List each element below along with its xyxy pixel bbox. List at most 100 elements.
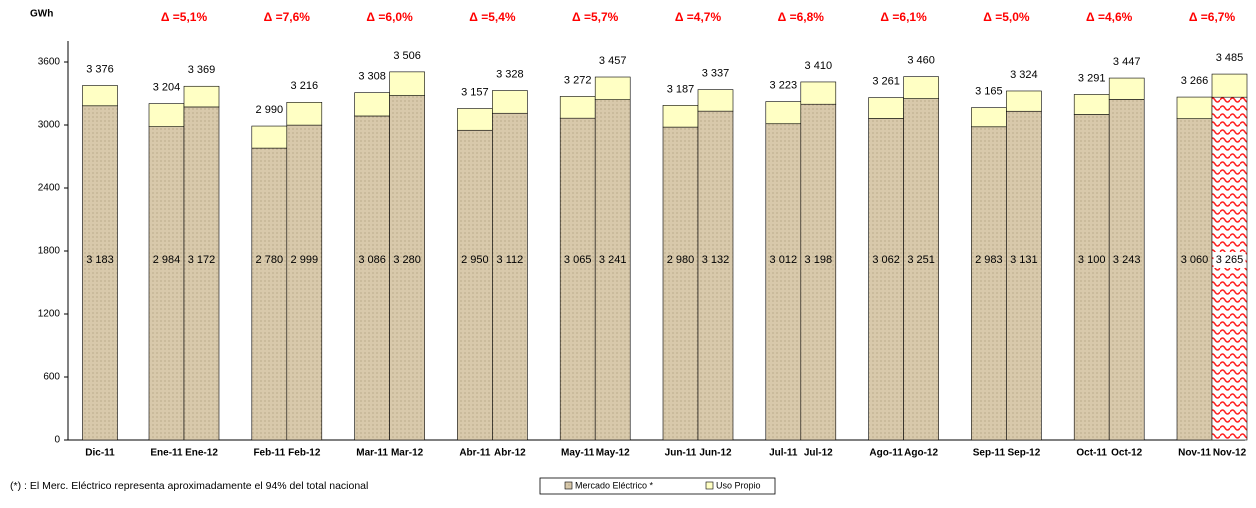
delta-annotation: Δ =4,6% <box>1086 10 1133 24</box>
bar-segment <box>183 85 220 108</box>
delta-annotation: Δ =4,7% <box>675 10 722 24</box>
value-label: 3 243 <box>1113 254 1141 266</box>
total-label: 3 261 <box>872 76 900 88</box>
unit-label: GWh <box>30 9 53 20</box>
delta-annotation: Δ =6,1% <box>880 10 927 24</box>
total-label: 3 165 <box>975 86 1003 98</box>
x-tick-label: Oct-11 <box>1076 448 1107 459</box>
bar-segment <box>800 81 837 105</box>
label-bg <box>1213 252 1246 268</box>
x-tick-label: Oct-12 <box>1111 448 1143 459</box>
total-label: 3 223 <box>770 79 798 91</box>
bar-segment <box>1006 110 1042 441</box>
total-label: 3 216 <box>291 80 319 92</box>
total-label: 3 157 <box>461 86 489 98</box>
delta-annotation: Δ =6,0% <box>366 10 413 24</box>
delta-annotation: Δ =6,8% <box>778 10 825 24</box>
y-tick-label: 3000 <box>38 120 61 131</box>
delta-annotation: Δ =5,1% <box>161 10 208 24</box>
value-label: 3 100 <box>1078 254 1106 266</box>
value-label: 3 065 <box>564 254 592 266</box>
bar-segment <box>697 110 734 441</box>
bar-segment <box>903 98 939 441</box>
total-label: 3 291 <box>1078 72 1106 84</box>
bar-segment <box>492 90 528 114</box>
x-tick-label: Nov-11 <box>1178 448 1211 459</box>
delta-annotation: Δ =5,7% <box>572 10 619 24</box>
total-label: 3 369 <box>188 64 216 76</box>
x-tick-label: Sep-11 <box>973 448 1006 459</box>
total-label: 3 460 <box>907 55 935 67</box>
bar-segment <box>1176 96 1213 119</box>
y-tick-label: 3600 <box>38 57 61 68</box>
total-label: 3 506 <box>393 50 421 62</box>
value-label: 3 062 <box>872 254 900 266</box>
bar-segment <box>1108 77 1145 100</box>
bar-segment <box>251 147 288 441</box>
bar-segment <box>594 99 631 441</box>
value-label: 3 132 <box>702 254 730 266</box>
y-tick-label: 1800 <box>38 246 61 257</box>
x-tick-label: Dic-11 <box>85 448 115 459</box>
x-tick-label: Mar-12 <box>391 448 424 459</box>
total-label: 3 266 <box>1181 75 1209 87</box>
x-tick-label: Sep-12 <box>1008 448 1041 459</box>
bar-segment <box>389 95 425 441</box>
bar-segment <box>1006 90 1042 112</box>
x-tick-label: May-12 <box>596 448 630 459</box>
total-label: 3 447 <box>1113 56 1141 68</box>
x-tick-label: Mar-11 <box>356 448 388 459</box>
value-label: 3 172 <box>188 254 216 266</box>
bar-segment <box>354 92 390 117</box>
value-label: 3 112 <box>497 254 524 266</box>
x-tick-label: Feb-12 <box>288 448 321 459</box>
total-label: 3 187 <box>667 83 695 95</box>
bar-segment <box>389 71 425 96</box>
value-label: 2 780 <box>256 254 284 266</box>
y-tick-label: 2400 <box>38 183 61 194</box>
x-tick-label: Nov-12 <box>1213 448 1247 459</box>
value-label: 3 198 <box>805 254 833 266</box>
total-label: 3 457 <box>599 55 627 67</box>
x-tick-label: Ene-12 <box>185 448 218 459</box>
legend-box <box>539 477 776 495</box>
value-label: 2 984 <box>153 254 181 266</box>
bar-segment <box>82 85 118 107</box>
delta-annotation: Δ =5,0% <box>983 10 1030 24</box>
bar-segment <box>1176 118 1213 441</box>
value-label: 3 131 <box>1010 254 1038 266</box>
bar-segment <box>354 115 390 441</box>
total-label: 3 272 <box>564 74 592 86</box>
bar-segment <box>457 108 493 131</box>
value-label: 3 241 <box>599 254 627 266</box>
legend-label: Mercado Eléctrico * <box>575 480 654 490</box>
bar-segment <box>971 126 1007 441</box>
legend-label: Uso Propio <box>716 480 761 490</box>
x-tick-label: Feb-11 <box>253 448 285 459</box>
total-label: 3 485 <box>1216 52 1244 64</box>
bar-segment <box>183 106 220 441</box>
footnote: (*) : El Merc. Eléctrico representa apro… <box>10 480 368 492</box>
y-tick-label: 600 <box>43 372 60 383</box>
delta-annotation: Δ =5,4% <box>469 10 516 24</box>
bar-segment <box>559 96 596 119</box>
legend-swatch <box>564 481 573 490</box>
x-tick-label: Abr-11 <box>459 448 491 459</box>
total-label: 2 990 <box>256 104 284 116</box>
value-label: 3 280 <box>393 254 421 266</box>
total-label: 3 337 <box>702 68 730 80</box>
bar-segment <box>559 117 596 441</box>
bar-segment <box>662 105 699 128</box>
x-tick-label: Jul-12 <box>804 448 833 459</box>
value-label: 2 980 <box>667 254 695 266</box>
bar-segment <box>286 124 323 441</box>
bar-segment <box>286 102 323 126</box>
delta-annotation: Δ =6,7% <box>1189 10 1236 24</box>
x-tick-label: Abr-12 <box>494 448 526 459</box>
x-tick-label: Ago-12 <box>904 448 938 459</box>
x-tick-label: Ene-11 <box>150 448 183 459</box>
bar-segment <box>800 103 837 441</box>
total-label: 3 308 <box>358 71 386 83</box>
bar-segment <box>1108 99 1145 441</box>
y-tick-label: 1200 <box>38 309 61 320</box>
